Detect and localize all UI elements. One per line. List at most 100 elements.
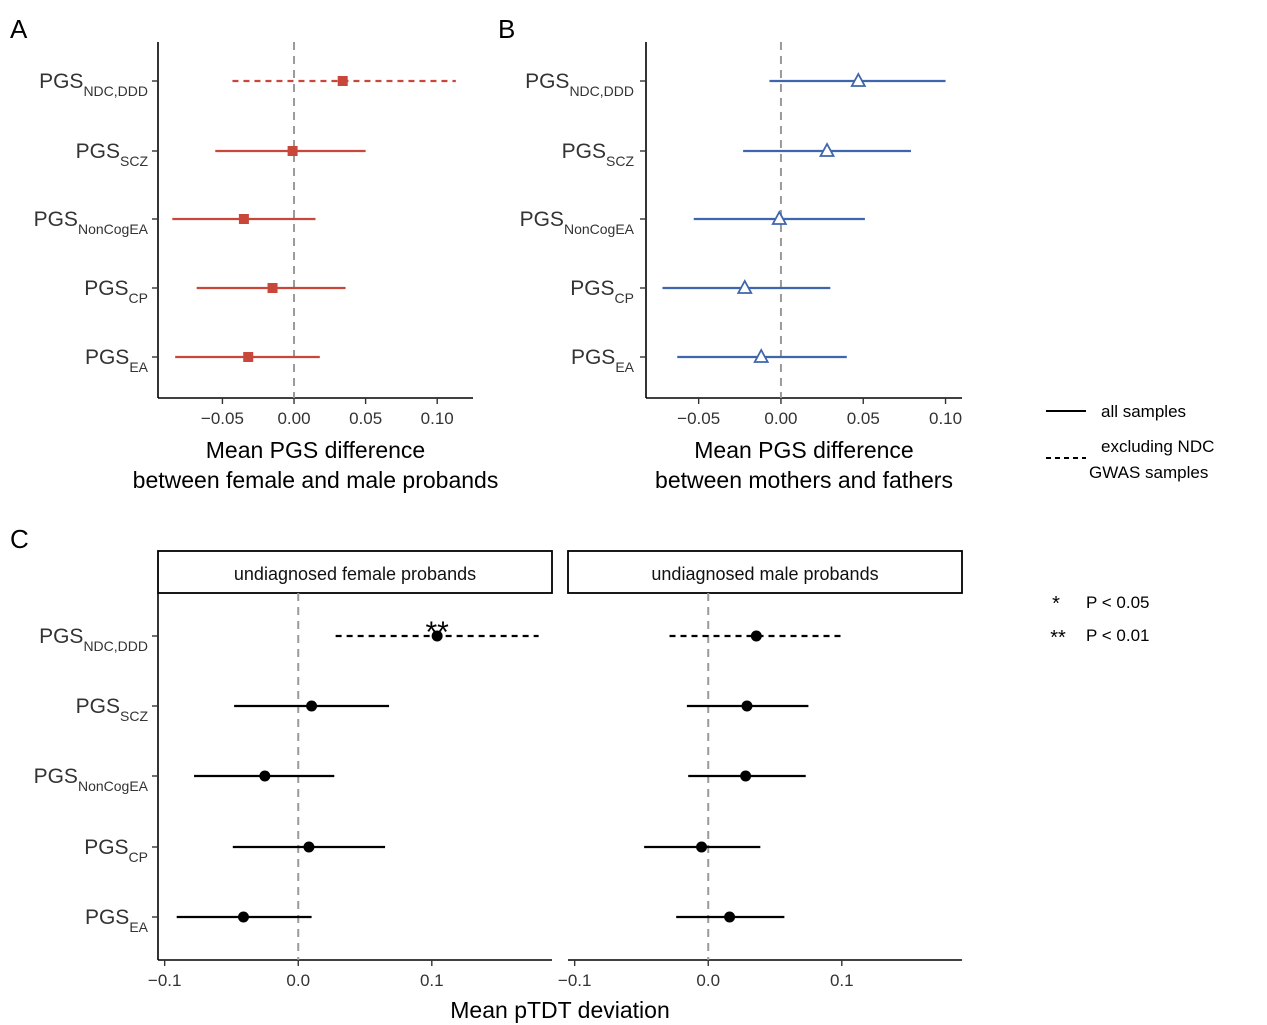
legend-significance: * P < 0.05 ** P < 0.01 xyxy=(1050,593,1149,649)
panel-letter-b: B xyxy=(498,14,515,44)
panel-b-x-tick-label-0: −0.05 xyxy=(677,409,720,428)
panel-c-category-label-0: PGSNDC,DDD xyxy=(39,625,148,654)
panel-a-category-sub-4: EA xyxy=(129,359,148,375)
panel-b-x-axis-title-line2: between mothers and fathers xyxy=(655,467,953,493)
panel-a-x-tick-label-2: 0.05 xyxy=(349,409,382,428)
panel-c-category-sub-4: EA xyxy=(129,919,148,935)
panel-b-category-main-0: PGS xyxy=(525,70,569,93)
panel-b-category-sub-1: SCZ xyxy=(606,153,634,169)
panel-a-x-tick-label-3: 0.10 xyxy=(421,409,454,428)
panel-c-facet-1-point-2 xyxy=(740,770,752,782)
panel-a-category-main-0: PGS xyxy=(39,70,83,93)
panel-b-category-label-2: PGSNonCogEA xyxy=(520,208,635,237)
panel-a-x-tick-label-0: −0.05 xyxy=(201,409,244,428)
panel-b-point-0 xyxy=(850,72,867,87)
panel-c-category-main-1: PGS xyxy=(76,695,120,718)
panel-c-facet-1-point-3 xyxy=(696,841,708,853)
legend-sig-label-1: P < 0.05 xyxy=(1086,593,1150,612)
legend-solid-label: all samples xyxy=(1101,402,1186,421)
panel-a-category-label-4: PGSEA xyxy=(85,346,149,375)
panel-b-category-main-4: PGS xyxy=(571,346,615,369)
panel-a-point-1 xyxy=(287,146,298,156)
legend-sig-label-2: P < 0.01 xyxy=(1086,626,1150,645)
panel-b-category-label-3: PGSCP xyxy=(570,277,634,306)
panel-c-category-sub-2: NonCogEA xyxy=(78,778,149,794)
panel-a-category-main-1: PGS xyxy=(76,140,120,163)
panel-a-x-axis-title-line1: Mean PGS difference xyxy=(206,437,425,463)
panel-a-x-tick-label-1: 0.00 xyxy=(277,409,310,428)
panel-c-category-label-2: PGSNonCogEA xyxy=(34,765,149,794)
panel-b-category-sub-2: NonCogEA xyxy=(564,221,635,237)
panel-c-facet-1-x-tick-label-0: −0.1 xyxy=(558,971,592,990)
panel-a-category-sub-0: NDC,DDD xyxy=(83,83,148,99)
panel-letter-c: C xyxy=(10,524,29,554)
panel-b-x-axis-title-line1: Mean PGS difference xyxy=(694,437,913,463)
panel-a-point-0 xyxy=(337,76,348,86)
panel-b-category-main-1: PGS xyxy=(562,140,606,163)
panel-c-facet-1-x-tick-label-2: 0.1 xyxy=(830,971,854,990)
panel-c-category-label-1: PGSSCZ xyxy=(76,695,149,724)
panel-a-x-axis-title-line2: between female and male probands xyxy=(133,467,499,493)
panel-a-category-main-4: PGS xyxy=(85,346,129,369)
legend-dashed-label-line1: excluding NDC xyxy=(1101,437,1214,456)
panel-a-category-label-1: PGSSCZ xyxy=(76,140,149,169)
panel-a-category-main-2: PGS xyxy=(34,208,78,231)
panel-c-category-main-4: PGS xyxy=(85,906,129,929)
panel-a-point-2 xyxy=(238,214,249,224)
legend-sig-symbol-2: ** xyxy=(1050,627,1066,649)
panel-b-point-4 xyxy=(753,348,770,363)
panel-c-category-label-3: PGSCP xyxy=(84,836,148,865)
panel-a-category-sub-1: SCZ xyxy=(120,153,148,169)
panel-c-facet-1-x-tick-label-1: 0.0 xyxy=(696,971,720,990)
panel-c-category-main-0: PGS xyxy=(39,625,83,648)
strip-male-title: undiagnosed male probands xyxy=(651,564,878,584)
panel-b-category-sub-3: CP xyxy=(615,290,634,306)
panel-b-x-tick-label-1: 0.00 xyxy=(764,409,797,428)
panel-a-category-main-3: PGS xyxy=(84,277,128,300)
panel-c-category-main-2: PGS xyxy=(34,765,78,788)
panel-c-facet-1-point-0 xyxy=(750,630,762,642)
legend-linetype: all samples excluding NDC GWAS samples xyxy=(1046,402,1214,482)
strip-female-title: undiagnosed female probands xyxy=(234,564,476,584)
panel-c-facet-0-x-tick-label-1: 0.0 xyxy=(286,971,310,990)
panel-c-facet-0-point-2 xyxy=(259,770,271,782)
panel-b-category-main-3: PGS xyxy=(570,277,614,300)
panel-c-facet-1-point-1 xyxy=(741,700,753,712)
panel-c-facet-1-point-4 xyxy=(724,911,736,923)
panel-a-category-sub-2: NonCogEA xyxy=(78,221,149,237)
panel-a-point-3 xyxy=(267,283,278,293)
panel-b-category-label-0: PGSNDC,DDD xyxy=(525,70,634,99)
panel-b-category-label-4: PGSEA xyxy=(571,346,635,375)
panel-a-category-label-2: PGSNonCogEA xyxy=(34,208,149,237)
panel-a-category-sub-3: CP xyxy=(129,290,148,306)
panel-a-category-label-0: PGSNDC,DDD xyxy=(39,70,148,99)
panel-c-x-axis-title: Mean pTDT deviation xyxy=(450,997,669,1023)
panel-letter-a: A xyxy=(10,14,28,44)
panel-c-category-sub-3: CP xyxy=(129,849,148,865)
panel-c-facet-0-x-tick-label-2: 0.1 xyxy=(420,971,444,990)
strip-female xyxy=(157,550,553,594)
legend-dashed-label-line2: GWAS samples xyxy=(1089,463,1208,482)
panel-b-point-1 xyxy=(819,142,836,157)
panel-b-category-main-2: PGS xyxy=(520,208,564,231)
panel-a-point-4 xyxy=(243,352,254,362)
panel-c-facet-0-point-1 xyxy=(306,700,318,712)
panel-b-category-label-1: PGSSCZ xyxy=(562,140,635,169)
panel-b-category-sub-4: EA xyxy=(615,359,634,375)
panel-a: Mean PGS difference between female and m… xyxy=(133,42,499,493)
panel-c-category-label-4: PGSEA xyxy=(85,906,149,935)
panel-b-point-3 xyxy=(736,279,753,294)
panel-b: Mean PGS difference between mothers and … xyxy=(645,42,962,493)
panel-c-category-sub-0: NDC,DDD xyxy=(83,638,148,654)
panel-b-point-2 xyxy=(771,210,788,225)
panel-b-x-tick-label-2: 0.05 xyxy=(847,409,880,428)
panel-c-facet-0-point-0 xyxy=(431,630,443,642)
panel-c-facet-0-point-4 xyxy=(237,911,249,923)
strip-male xyxy=(567,550,963,594)
panel-a-category-label-3: PGSCP xyxy=(84,277,148,306)
panel-b-x-tick-label-3: 0.10 xyxy=(929,409,962,428)
panel-c-facet-0-x-tick-label-0: −0.1 xyxy=(148,971,182,990)
legend-sig-symbol-1: * xyxy=(1052,593,1060,615)
panel-c: undiagnosed female probands undiagnosed … xyxy=(157,550,963,1023)
